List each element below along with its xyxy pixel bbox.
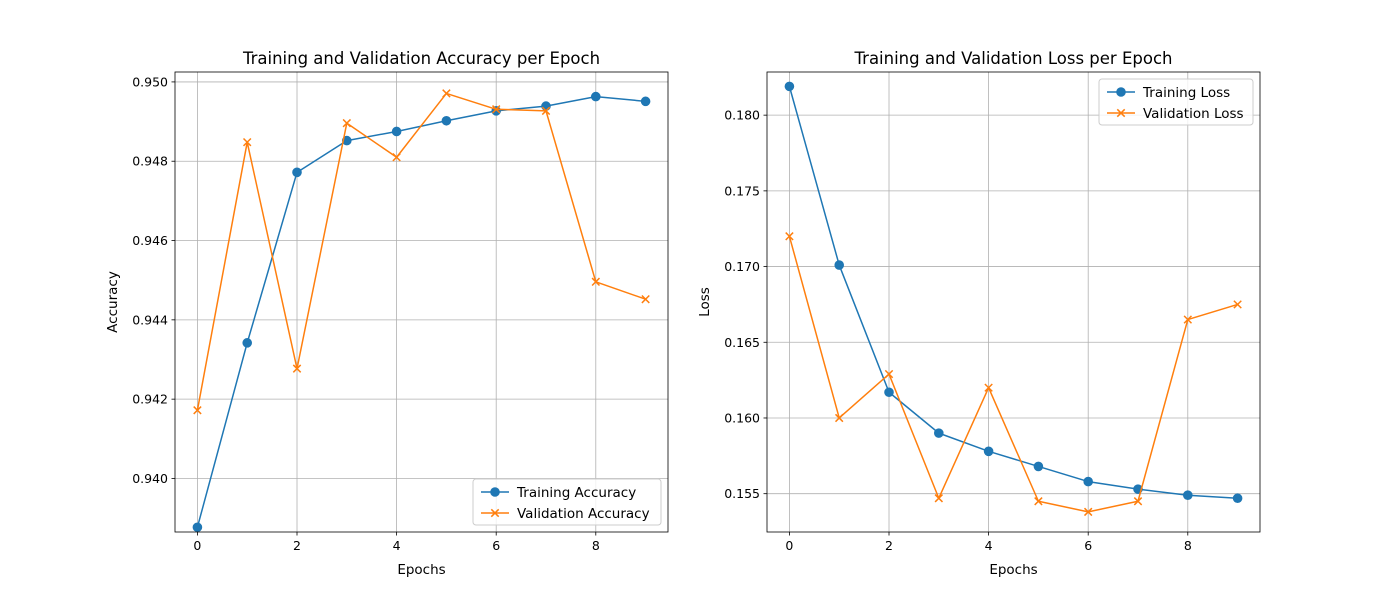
legend-label: Training Loss	[1142, 85, 1230, 101]
x-tick-label: 0	[193, 538, 201, 553]
data-point	[1083, 507, 1093, 517]
data-point	[342, 118, 352, 128]
legend-marker	[490, 508, 500, 518]
y-tick-label: 0.180	[724, 108, 760, 123]
data-point	[784, 81, 795, 92]
legend-marker	[1116, 108, 1126, 118]
data-point	[591, 277, 601, 287]
x-tick-label: 6	[492, 538, 500, 553]
data-point	[785, 232, 794, 241]
data-point	[442, 89, 451, 98]
chart-title: Training and Validation Loss per Epoch	[854, 49, 1173, 68]
data-point	[541, 101, 551, 111]
loss-chart: 0 2 4 6 8 0.155 0.160 0.165 0.170 0.175 0.180 Train…	[697, 49, 1261, 578]
y-axis-label: Accuracy	[105, 271, 121, 333]
data-point	[192, 522, 203, 533]
x-tick-label: 4	[985, 538, 993, 553]
y-tick-label: 0.946	[132, 233, 168, 248]
axes-frame	[174, 71, 669, 533]
y-tick-label: 0.160	[724, 410, 760, 425]
y-tick-label: 0.170	[724, 259, 760, 274]
x-tick-label: 2	[293, 538, 301, 553]
data-point	[834, 413, 844, 423]
data-point	[884, 387, 894, 398]
x-tick-label: 4	[393, 538, 401, 553]
data-point	[640, 96, 651, 107]
y-tick-label: 0.940	[132, 471, 168, 486]
y-tick-label: 0.942	[132, 392, 168, 407]
series-line	[788, 86, 1238, 499]
data-point	[541, 106, 551, 116]
data-point	[984, 383, 993, 392]
data-point	[1083, 476, 1093, 487]
axes-frame	[766, 71, 1261, 533]
y-tick-label: 0.155	[724, 486, 760, 501]
data-point	[641, 294, 650, 304]
data-point	[391, 126, 402, 137]
x-tick-label: 8	[592, 538, 600, 553]
data-point	[292, 364, 302, 373]
legend-box	[1098, 78, 1254, 126]
data-point	[292, 167, 302, 178]
data-point	[590, 91, 601, 102]
data-point	[1182, 490, 1193, 501]
chart-title: Training and Validation Accuracy per Epo…	[242, 49, 600, 68]
data-point	[441, 115, 452, 126]
data-point	[884, 369, 894, 379]
data-point	[1133, 497, 1143, 506]
y-tick-label: 0.948	[132, 154, 168, 169]
legend-marker	[1116, 87, 1126, 97]
y-tick-label: 0.944	[132, 312, 168, 327]
legend-marker	[490, 487, 500, 497]
x-tick-label: 6	[1084, 538, 1092, 553]
x-tick-label: 2	[885, 538, 893, 553]
legend-label: Training Accuracy	[516, 485, 636, 501]
legend-label: Validation Loss	[1143, 106, 1244, 122]
data-point	[392, 153, 401, 162]
y-axis-label: Loss	[697, 287, 713, 317]
x-tick-label: 8	[1184, 538, 1192, 553]
y-tick-label: 0.950	[132, 74, 168, 89]
data-point	[193, 406, 202, 415]
data-point	[934, 428, 944, 438]
y-tick-label: 0.165	[724, 335, 760, 350]
data-point	[1033, 461, 1044, 472]
legend: Training Loss Validation Loss	[1098, 78, 1254, 126]
data-point	[934, 494, 944, 503]
x-axis-label: Epochs	[989, 562, 1037, 578]
legend-box	[472, 478, 662, 526]
data-point	[242, 338, 253, 348]
data-point	[1232, 493, 1243, 504]
legend: Training Accuracy Validation Accuracy	[472, 478, 662, 526]
series-line	[196, 92, 646, 411]
y-tick-label: 0.175	[724, 183, 760, 198]
x-axis-label: Epochs	[397, 562, 445, 578]
accuracy-chart: 0 2 4 6 8 0.940 0.942 0.944 0.946 0.948 0.950 Train…	[105, 49, 669, 578]
data-point	[834, 260, 845, 270]
data-point	[1034, 497, 1043, 506]
legend-label: Validation Accuracy	[517, 506, 650, 522]
data-point	[491, 105, 501, 114]
data-point	[242, 137, 252, 147]
data-point	[1233, 300, 1242, 309]
series-line	[788, 236, 1238, 513]
data-point	[1183, 315, 1193, 324]
data-point	[983, 446, 994, 457]
x-tick-label: 0	[785, 538, 793, 553]
